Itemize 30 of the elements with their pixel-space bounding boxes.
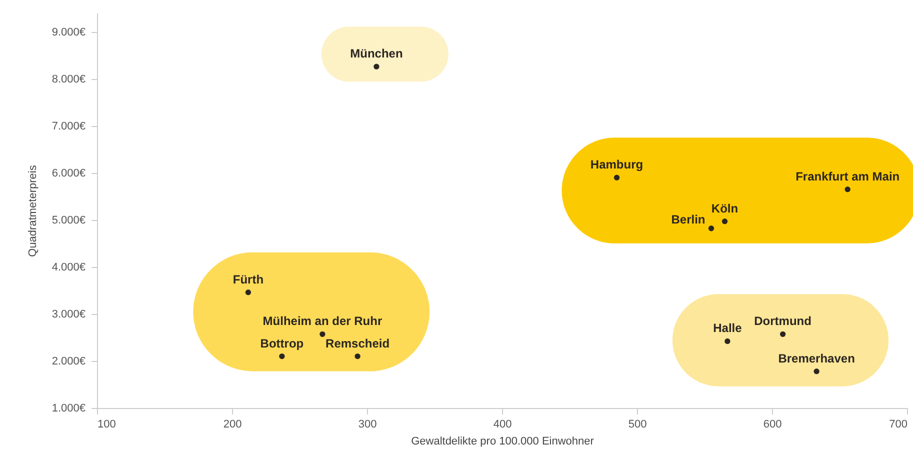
annotation: Remscheid (326, 336, 390, 350)
y-tick-label: 6.000€ (52, 167, 86, 180)
annotation: Frankfurt am Main (796, 169, 900, 184)
annotation: Mülheim an der Ruhr (262, 314, 382, 328)
x-tick-label: 100 (98, 418, 116, 430)
y-tick-label: 9.000€ (52, 26, 86, 38)
x-tick-label: 700 (889, 418, 908, 430)
y-tick-label: 2.000€ (52, 355, 86, 368)
y-tick-label: 1.000€ (52, 402, 86, 414)
annotation: Fürth (232, 272, 264, 286)
x-tick-label: 600 (763, 418, 782, 430)
y-tick-label: 8.000€ (52, 73, 86, 86)
x-axis-title: Gewaltdelikte pro 100.000 Einwohner (411, 436, 594, 448)
annotation: Berlin (671, 212, 706, 226)
x-tick-label: 200 (223, 418, 242, 430)
y-tick-label: 7.000€ (52, 120, 86, 132)
annotation: Köln (711, 201, 738, 216)
annotation: Dortmund (754, 314, 812, 328)
y-tick-label: 3.000€ (52, 308, 86, 320)
x-tick-label: 400 (493, 418, 512, 430)
annotation: Hamburg (590, 158, 644, 172)
y-axis-title: Quadratmeterpreis (26, 164, 39, 257)
annotation: Bremerhaven (778, 351, 855, 366)
x-tick-label: 500 (628, 418, 647, 430)
x-tick-label: 300 (358, 418, 377, 430)
y-tick-label: 4.000€ (52, 261, 86, 274)
annotation: Bottrop (260, 336, 304, 350)
annotation: Halle (713, 321, 742, 336)
annotation: München (350, 46, 403, 61)
y-tick-label: 5.000€ (52, 214, 86, 226)
